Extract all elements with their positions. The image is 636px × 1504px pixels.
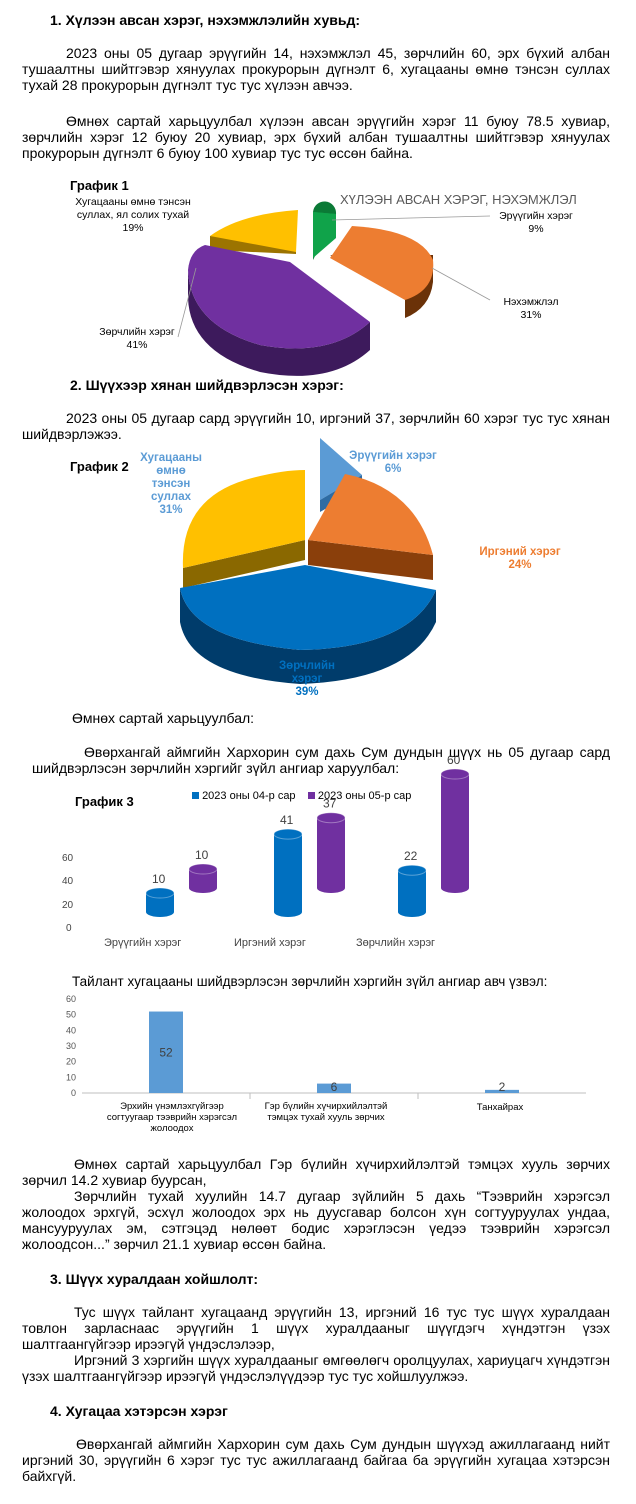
chart-1-title: ХҮЛЭЭН АВСАН ХЭРЭГ, НЭХЭМЖЛЭЛ (340, 192, 577, 207)
chart-2-slice-civil (308, 474, 433, 580)
after-chart-paragraph-2: Зөрчлийн тухай хуулийн 14.7 дугаар зүйли… (22, 1188, 610, 1252)
chart-4-title: Тайлант хугацааны шийдвэрлэсэн зөрчлийн … (72, 974, 548, 989)
legend-may: 2023 оны 05-р сар (317, 790, 412, 802)
section-2-paragraph-1: 2023 оны 05 дугаар сард эрүүгийн 10, ирг… (22, 410, 610, 442)
chart-3-value-0-0: 10 (152, 872, 166, 886)
chart-1-label-violation-name: Зөрчлийн хэрэг (99, 326, 175, 338)
chart-1-slice-claim (330, 226, 434, 318)
chart-4-ytick-40: 40 (66, 1025, 76, 1035)
chart-2-label-probation-name: Хугацааны өмнө тэнсэн суллах (140, 452, 202, 503)
chart-1-label-violation-pct: 41% (126, 339, 148, 351)
chart-1-label-probation-name: Хугацааны өмнө тэнсэн суллах, ял солих т… (75, 196, 191, 221)
chart-4-category-hooligan: Танхайрах (476, 1102, 524, 1113)
chart-2-slice-violation (180, 565, 436, 684)
chart-4-value-1: 6 (331, 1080, 338, 1094)
chart-2-label-civil-name: Иргэний хэрэг (479, 546, 561, 558)
chart-1-slice-probation (210, 210, 298, 254)
chart-2-slice-probation (182, 470, 305, 588)
chart-2-label-civil: Иргэний хэрэг 24% (470, 546, 570, 572)
section-1-heading: 1. Хүлээн авсан хэрэг, нэхэмжлэлийн хувь… (50, 12, 361, 28)
chart-4-ytick-20: 20 (66, 1057, 76, 1067)
chart-3-ytick-60: 60 (62, 853, 74, 864)
chart-1-label-claim-name: Нэхэмжлэл (503, 296, 559, 308)
chart-1-label-probation-pct: 19% (122, 222, 144, 234)
chart-2-label-civil-pct: 24% (508, 559, 532, 571)
chart-1-slice-criminal (313, 201, 337, 260)
chart-4-value-2: 2 (499, 1080, 506, 1094)
chart-3-ytick-0: 0 (66, 923, 72, 934)
chart-2-label: График 2 (70, 459, 129, 474)
chart-1-label-criminal-pct: 9% (528, 223, 544, 235)
chart-2-label-violation-pct: 39% (295, 686, 319, 698)
chart-1-label-criminal-name: Эрүүгийн хэрэг (499, 210, 573, 222)
chart-3-value-0-2: 22 (404, 849, 418, 863)
chart-4-category-domestic: Гэр бүлийн хүчирхийлэлтэй тэмцэх тухай х… (264, 1101, 388, 1123)
chart-2-label-criminal-name: Эрүүгийн хэрэг (349, 450, 437, 462)
section-1-paragraph-1: 2023 оны 05 дугаар эрүүгийн 14, нэхэмжлэ… (22, 45, 610, 93)
after-chart-paragraph-1: Өмнөх сартай харьцуулбал Гэр бүлийн хүчи… (22, 1156, 610, 1188)
chart-3-category-violation: Зөрчлийн хэрэг (356, 937, 436, 949)
chart-1-label-claim-pct: 31% (520, 309, 542, 321)
chart-4-bar-1 (317, 1083, 351, 1093)
section-1-paragraph-2: Өмнөх сартай харьцуулбал хүлээн авсан эр… (22, 113, 610, 161)
chart-4-ytick-60: 60 (66, 994, 76, 1004)
chart-1-label-claim: Нэхэмжлэл 31% (496, 296, 566, 322)
chart-4-bar-2 (485, 1089, 519, 1093)
chart-4-ytick-0: 0 (71, 1088, 76, 1098)
chart-3-ytick-40: 40 (62, 876, 74, 887)
chart-3-bar-1-0 (188, 863, 218, 893)
chart-2-label-probation: Хугацааны өмнө тэнсэн суллах 31% (136, 452, 206, 517)
chart-2-label-criminal-pct: 6% (384, 463, 402, 475)
chart-3-legend: 2023 оны 04-р сар 2023 оны 05-р сар (192, 790, 411, 802)
chart-3-bar-0-0 (145, 887, 175, 917)
chart-4-bar-0 (149, 1011, 183, 1093)
section-4-paragraph-1: Өвөрхангай аймгийн Хархорин сум дахь Сум… (22, 1436, 610, 1484)
legend-swatch-april (192, 792, 199, 799)
chart-4-ytick-50: 50 (66, 1010, 76, 1020)
chart-3-category-criminal: Эрүүгийн хэрэг (104, 937, 182, 949)
chart-1-label-probation: Хугацааны өмнө тэнсэн суллах, ял солих т… (70, 196, 196, 235)
chart-3-ytick-20: 20 (62, 900, 74, 911)
chart-2-label-probation-pct: 31% (159, 504, 183, 516)
section-2-heading: 2. Шүүхээр хянан шийдвэрлэсэн хэрэг: (70, 377, 344, 393)
chart-1-slice-violation (188, 245, 370, 376)
legend-swatch-may (307, 792, 315, 799)
chart-3-value-1-0: 10 (195, 848, 209, 862)
chart-3-label: График 3 (75, 794, 134, 809)
section-3-paragraph-1: Тус шүүх тайлант хугацаанд эрүүгийн 13, … (22, 1304, 610, 1352)
chart-4-ytick-30: 30 (66, 1041, 76, 1051)
chart-1-label-violation: Зөрчлийн хэрэг 41% (88, 326, 186, 352)
court-paragraph: Өвөрхангай аймгийн Хархорин сум дахь Сум… (32, 744, 610, 776)
chart-2-label-criminal: Эрүүгийн хэрэг 6% (348, 450, 438, 476)
chart-3-value-0-1: 41 (280, 813, 294, 827)
chart-1-label: График 1 (70, 178, 129, 193)
section-3-heading: 3. Шүүх хуралдаан хойшлолт: (50, 1271, 259, 1287)
chart-4-value-0: 52 (159, 1045, 173, 1059)
chart-3-bar-0-2 (397, 864, 427, 917)
chart-2-label-violation-name: Зөрчлийн хэрэг (278, 660, 336, 685)
chart-3-category-civil: Иргэний хэрэг (234, 937, 306, 949)
chart-3-bar-0-1 (273, 828, 303, 917)
chart-2-label-violation: Зөрчлийн хэрэг 39% (272, 660, 342, 699)
section-3-paragraph-2: Иргэний 3 хэргийн шүүх хуралдааныг өмгөө… (22, 1352, 610, 1384)
section-4-heading: 4. Хугацаа хэтэрсэн хэрэг (50, 1403, 228, 1419)
chart-4-category-drunk-driving: Эрхийн үнэмлэхгүйгээр согтуугаар тээврий… (106, 1101, 238, 1134)
chart-3-bar-1-2 (440, 768, 470, 893)
legend-april: 2023 оны 04-р сар (202, 790, 296, 802)
compare-label: Өмнөх сартай харьцуулбал: (72, 710, 255, 726)
chart-3-value-1-2: 60 (447, 753, 461, 767)
chart-4-ytick-10: 10 (66, 1072, 76, 1082)
chart-1-label-criminal: Эрүүгийн хэрэг 9% (488, 210, 584, 236)
chart-3-value-1-1: 37 (323, 797, 337, 811)
chart-3-bar-1-1 (316, 812, 346, 893)
